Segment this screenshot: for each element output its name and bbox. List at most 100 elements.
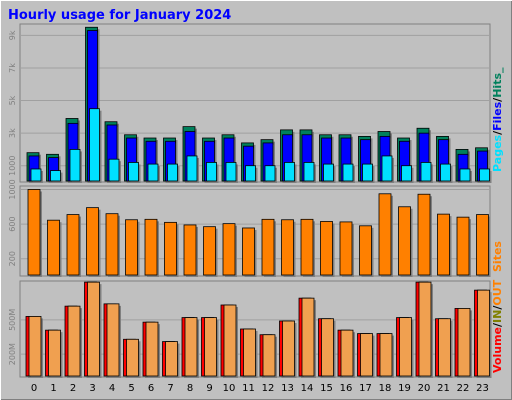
x-tick-labels: 0 1 2 3 4 5 6 7 8 9 10 11 12 13 14 15 16 17 18 19 20 21 22 23 [31, 383, 489, 394]
bar-sites [203, 226, 216, 276]
x-tick-label: 0 [31, 383, 37, 394]
bar-kbytes-out [438, 318, 451, 377]
bar-kbytes-out [262, 334, 276, 377]
bar-kbytes-out [477, 289, 490, 377]
bar-kbytes-out [340, 329, 354, 377]
legend-hits-label: Hits_ [491, 67, 504, 98]
bar-pages [284, 162, 295, 182]
x-tick-label: 4 [109, 383, 115, 394]
x-tick-label: 3 [89, 383, 95, 394]
bar-sites [183, 224, 197, 276]
x-tick-label: 5 [128, 383, 134, 394]
bar-kbytes-out [67, 305, 81, 377]
bar-kbytes-out [418, 281, 432, 377]
y-tick-label: 1000 [8, 156, 17, 176]
bar-sites [437, 213, 450, 276]
legend-in: IN [491, 310, 504, 323]
bar-sites [144, 218, 158, 276]
x-tick-label: 6 [148, 383, 154, 394]
chart-title: Hourly usage for January 2024 [8, 8, 231, 23]
bar-sites [86, 207, 99, 276]
bar-kbytes-out [379, 333, 393, 377]
bar-kbytes-out [184, 317, 198, 377]
y-tick-label: 600 [8, 216, 17, 231]
bar-kbytes-out [457, 308, 471, 377]
x-tick-label: 9 [206, 383, 212, 394]
bar-sites [359, 225, 372, 276]
bar-pages [147, 163, 159, 182]
y-tick-label: 200M [8, 343, 17, 365]
bar-sites [47, 219, 60, 276]
bar-pages [167, 163, 178, 182]
bar-sites [164, 221, 177, 276]
bar-kbytes-out [106, 303, 120, 377]
x-tick-label: 22 [457, 383, 470, 394]
x-tick-label: 18 [379, 383, 392, 394]
bar-kbytes-out [223, 304, 237, 377]
x-tick-label: 11 [242, 383, 255, 394]
x-tick-label: 1 [50, 383, 56, 394]
x-tick-label: 16 [340, 383, 353, 394]
bar-kbytes-out [145, 321, 159, 377]
x-tick-label: 21 [437, 383, 450, 394]
x-tick-label: 8 [187, 383, 193, 394]
bar-sites [27, 189, 41, 276]
bar-pages [459, 168, 471, 182]
bar-pages [30, 168, 42, 182]
bar-sites [300, 218, 314, 276]
legend-out: OUT [491, 279, 504, 305]
bar-sites [222, 223, 236, 276]
bar-kbytes-out [360, 333, 373, 377]
bar-pages [206, 162, 217, 182]
bar-kbytes-out [399, 317, 412, 377]
bar-pages [264, 165, 276, 182]
x-tick-label: 20 [418, 383, 431, 394]
bar-sites [242, 227, 255, 276]
bar-kbytes-out [126, 338, 139, 377]
x-tick-label: 17 [359, 383, 372, 394]
bar-pages [225, 162, 237, 182]
bar-pages [69, 149, 81, 182]
bar-pages [362, 163, 373, 182]
bar-pages [440, 163, 451, 182]
x-tick-label: 23 [476, 383, 489, 394]
x-tick-label: 2 [70, 383, 76, 394]
x-tick-label: 13 [281, 383, 294, 394]
bar-pages [128, 162, 139, 182]
bar-sites [320, 221, 333, 276]
bar-pages [420, 162, 432, 182]
bar-kbytes-out [243, 328, 256, 377]
bar-kbytes-out [204, 317, 217, 377]
x-tick-label: 14 [301, 383, 314, 394]
bar-pages [186, 155, 198, 182]
legend-files: Files [491, 101, 504, 131]
bar-sites [476, 214, 489, 276]
bar-pages [381, 155, 393, 182]
y-tick-label: 5k [8, 95, 17, 105]
x-tick-label: 7 [167, 383, 173, 394]
bar-pages [323, 163, 334, 182]
bar-sites [339, 221, 353, 276]
x-tick-label: 19 [398, 383, 411, 394]
bars [25, 26, 492, 378]
legend-volume-sep-1: / [491, 322, 504, 327]
legend-volume-sep-2: / [491, 305, 504, 310]
bar-kbytes-out [165, 341, 178, 377]
x-tick-label: 12 [262, 383, 275, 394]
y-tick-label: 3k [8, 128, 17, 138]
y-tick-label: 500M [8, 309, 17, 331]
x-tick-label: 15 [320, 383, 333, 394]
bar-pages [89, 108, 100, 182]
legend-hits: Pages/Files/Hits_ [491, 67, 504, 172]
bar-pages [245, 165, 256, 182]
bar-sites [261, 218, 275, 276]
bar-pages [401, 165, 412, 182]
bar-sites [378, 193, 392, 276]
bar-kbytes-out [282, 320, 295, 377]
legend-sep-1: / [491, 130, 504, 135]
bar-sites [398, 206, 411, 276]
bar-kbytes-out [28, 316, 42, 377]
bar-kbytes-out [301, 297, 315, 377]
bar-sites [417, 193, 431, 276]
